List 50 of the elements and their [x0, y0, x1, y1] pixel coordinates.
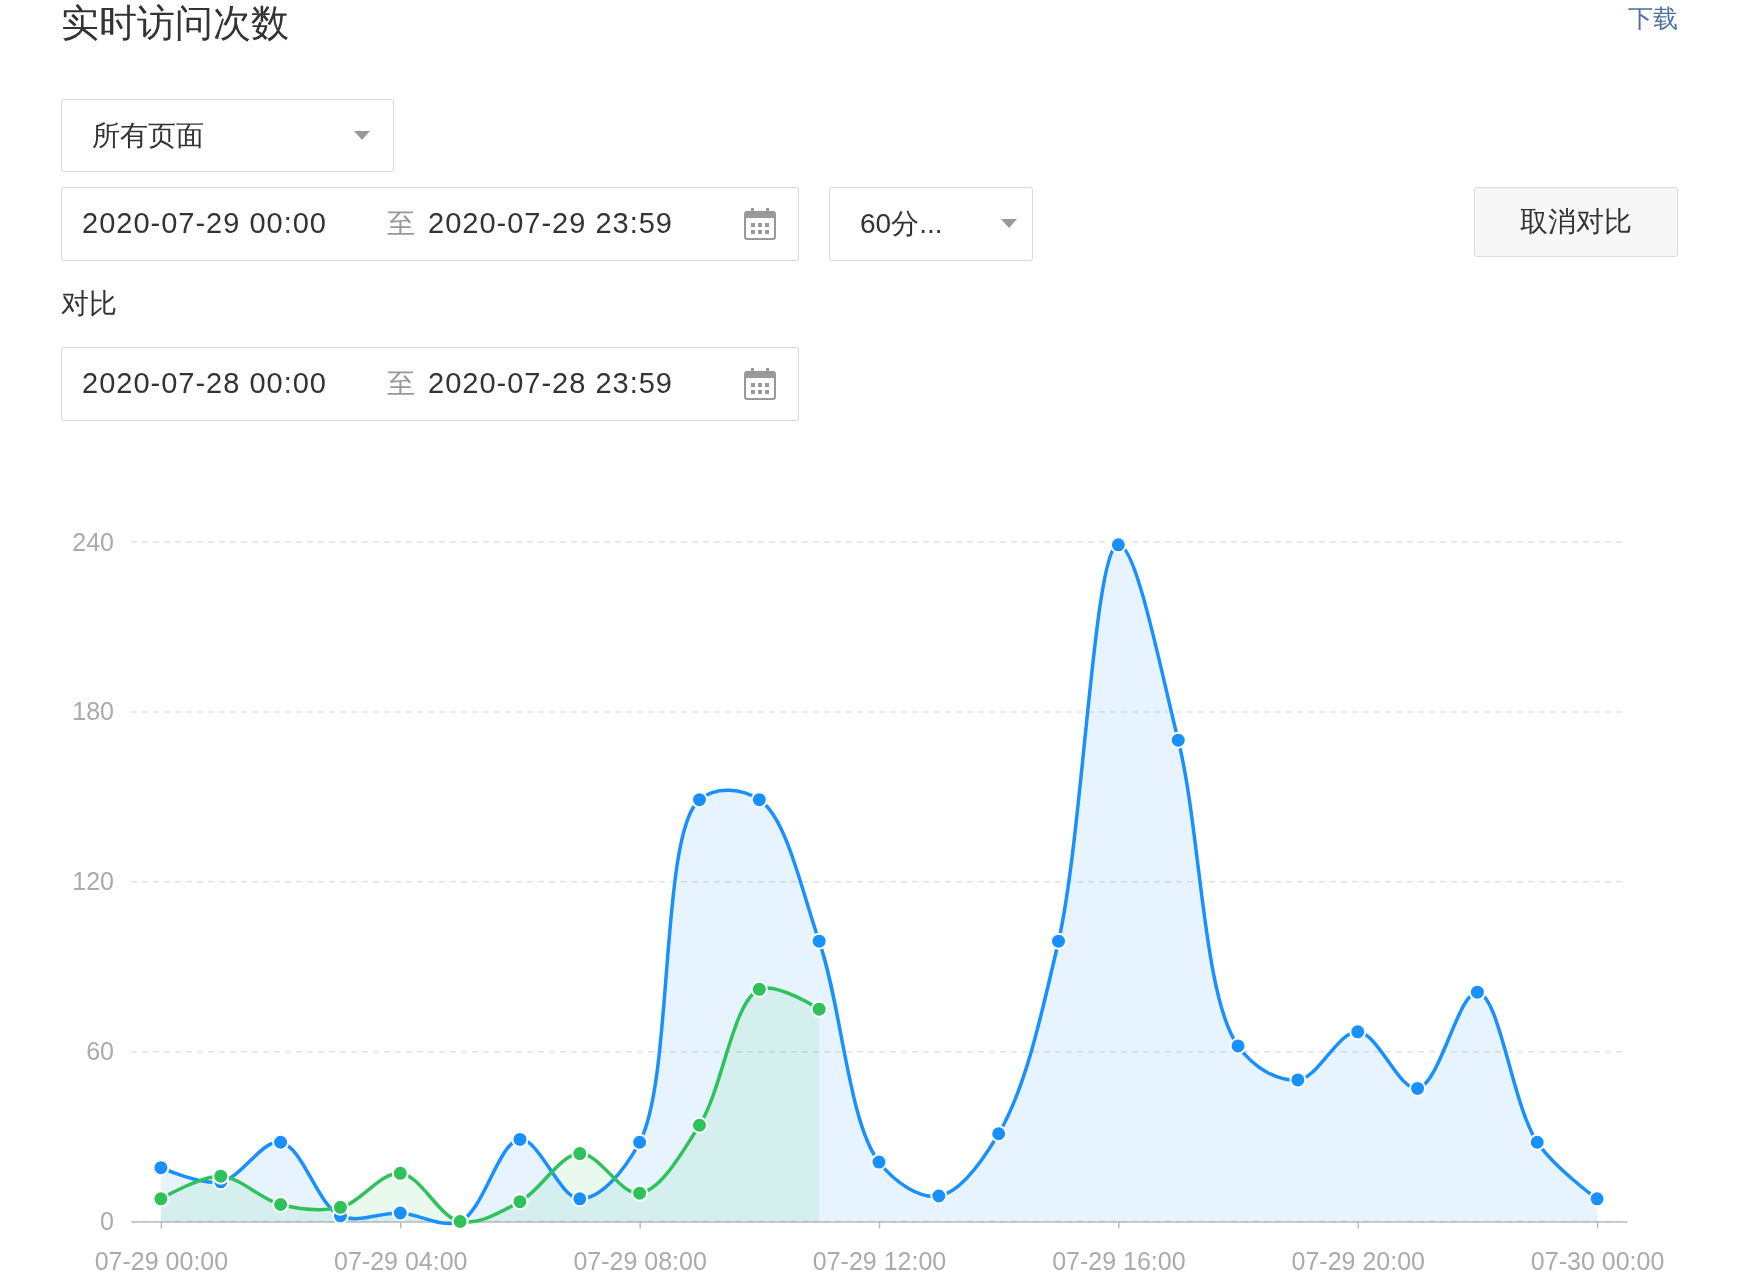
point: [331, 1198, 349, 1216]
point: [1468, 983, 1486, 1001]
point: [631, 1184, 649, 1202]
point: [631, 1133, 649, 1151]
point: [1050, 932, 1068, 950]
point: [571, 1145, 589, 1163]
point: [571, 1190, 589, 1208]
date-range-field: 2020-07-29 00:00 至 2020-07-29 23:59: [61, 187, 799, 261]
point: [272, 1196, 290, 1214]
date-range-field: 2020-07-28 00:00 至 2020-07-28 23:59: [61, 347, 799, 421]
x-tick-label: 07-29 00:00: [94, 1247, 229, 1276]
x-tick-label: 07-29 16:00: [1052, 1247, 1186, 1276]
point: [1588, 1190, 1606, 1208]
point: [810, 1000, 828, 1018]
chart-title: 实时访问次数: [61, 2, 289, 46]
point: [272, 1133, 290, 1151]
x-tick-label: 07-30 00:00: [1530, 1247, 1665, 1276]
point: [391, 1204, 409, 1222]
point: [1229, 1037, 1247, 1055]
x-tick-label: 07-29 20:00: [1291, 1247, 1425, 1276]
point: [1528, 1133, 1546, 1151]
y-tick-label: 180: [72, 697, 114, 726]
point: [1349, 1023, 1367, 1041]
point: [750, 791, 768, 809]
point: [810, 932, 828, 950]
point: [1109, 536, 1127, 554]
point: [1169, 731, 1187, 749]
point: [690, 1116, 708, 1134]
x-tick-label: 07-29 04:00: [334, 1247, 468, 1276]
point: [870, 1153, 888, 1171]
page-select-field: 所有页面: [61, 99, 394, 172]
x-tick-label: 07-29 12:00: [812, 1247, 947, 1276]
text: 对比: [61, 288, 117, 321]
point: [391, 1164, 409, 1182]
point: [152, 1190, 170, 1208]
point: [990, 1125, 1008, 1143]
y-tick-label: 120: [72, 867, 114, 896]
button: 取消对比: [1474, 187, 1678, 257]
y-tick-label: 60: [86, 1037, 114, 1066]
y-tick-label: 0: [100, 1207, 114, 1235]
y-tick-label: 240: [72, 527, 114, 556]
interval-select-field: 60分...: [829, 187, 1033, 261]
x-tick-label: 07-29 08:00: [573, 1247, 707, 1276]
point: [511, 1193, 529, 1211]
point: [930, 1187, 948, 1205]
text: 下载: [1628, 4, 1678, 33]
point: [152, 1159, 170, 1177]
point: [212, 1167, 230, 1185]
point: [1289, 1071, 1307, 1089]
point: [750, 980, 768, 998]
